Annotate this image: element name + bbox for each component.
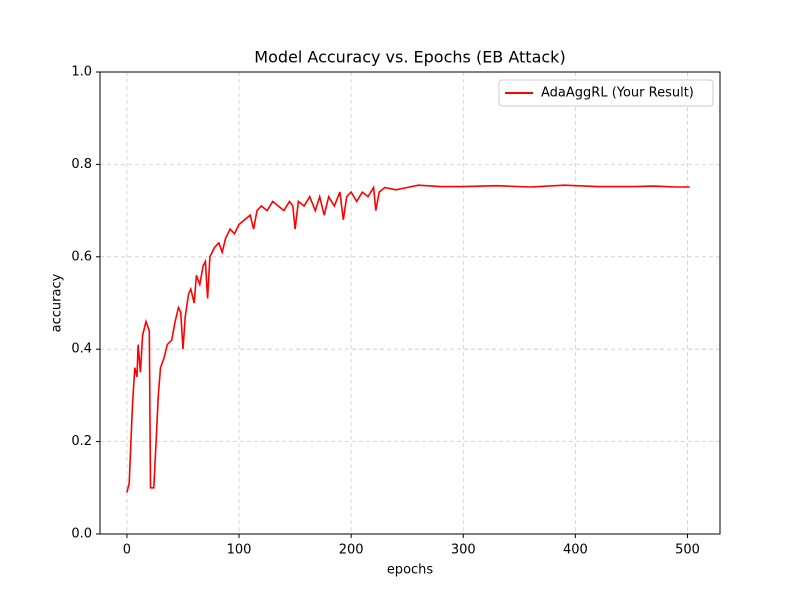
x-tick-label: 300 [451, 543, 476, 558]
data-line [126, 184, 690, 493]
y-tick-label: 0.4 [71, 342, 92, 357]
x-axis-label: epochs [387, 563, 434, 578]
x-tick-label: 200 [339, 543, 364, 558]
chart-title: Model Accuracy vs. Epochs (EB Attack) [254, 48, 565, 67]
y-tick-label: 0.0 [71, 527, 92, 542]
plot-frame [99, 71, 721, 535]
x-tick-label: 0 [123, 543, 131, 558]
x-tick-label: 100 [227, 543, 252, 558]
legend-box [498, 79, 714, 107]
x-tick-label: 400 [563, 543, 588, 558]
x-tick-label: 500 [675, 543, 700, 558]
y-axis-label: accuracy [50, 273, 65, 332]
legend-label: AdaAggRL (Your Result) [541, 86, 694, 101]
y-tick-label: 0.8 [71, 157, 92, 172]
y-tick-label: 1.0 [71, 65, 92, 80]
y-tick-label: 0.6 [71, 249, 92, 264]
y-tick-label: 0.2 [71, 434, 92, 449]
